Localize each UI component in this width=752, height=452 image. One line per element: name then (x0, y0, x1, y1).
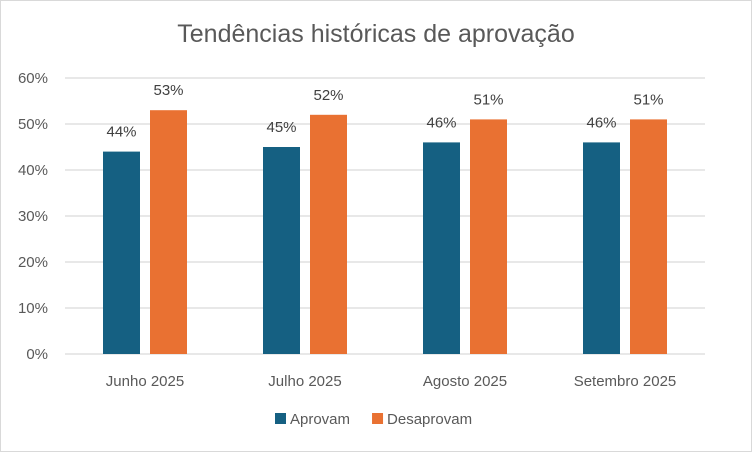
chart-title: Tendências históricas de aprovação (177, 20, 574, 48)
legend-label-aprovam: Aprovam (290, 411, 350, 428)
bars (103, 110, 667, 355)
bar-aprovam-0 (103, 151, 140, 354)
y-tick-label: 20% (18, 254, 48, 271)
legend-label-desaprovam: Desaprovam (387, 411, 472, 428)
bar-desaprovam-2 (470, 119, 507, 355)
x-tick-label: Junho 2025 (106, 373, 184, 390)
y-tick-label: 60% (18, 70, 48, 87)
data-label: 45% (266, 119, 296, 136)
y-tick-label: 10% (18, 300, 48, 317)
data-label: 46% (426, 114, 456, 131)
x-tick-label: Julho 2025 (268, 373, 341, 390)
data-label: 51% (633, 91, 663, 108)
bar-aprovam-3 (583, 142, 620, 354)
y-tick-label: 0% (26, 346, 48, 363)
x-tick-label: Agosto 2025 (423, 373, 507, 390)
data-labels: 44% 53% 45% 52% 46% 51% 46% 51% (106, 82, 663, 140)
x-axis: Junho 2025 Julho 2025 Agosto 2025 Setembro … (106, 373, 676, 390)
bar-aprovam-1 (263, 147, 300, 354)
x-tick-label: Setembro 2025 (574, 373, 677, 390)
data-label: 44% (106, 124, 136, 141)
legend: Aprovam Desaprovam (275, 411, 472, 428)
bar-desaprovam-0 (150, 110, 187, 354)
y-tick-label: 40% (18, 162, 48, 179)
bar-aprovam-2 (423, 142, 460, 354)
legend-swatch-aprovam (275, 413, 286, 424)
data-label: 53% (153, 82, 183, 99)
y-axis: 0% 10% 20% 30% 40% 50% 60% (18, 70, 48, 363)
data-label: 52% (313, 87, 343, 104)
y-tick-label: 50% (18, 116, 48, 133)
legend-swatch-desaprovam (372, 413, 384, 424)
data-label: 46% (586, 114, 616, 131)
bar-desaprovam-1 (310, 114, 347, 354)
y-tick-label: 30% (18, 208, 48, 225)
data-label: 51% (473, 91, 503, 108)
bar-desaprovam-3 (630, 119, 667, 355)
